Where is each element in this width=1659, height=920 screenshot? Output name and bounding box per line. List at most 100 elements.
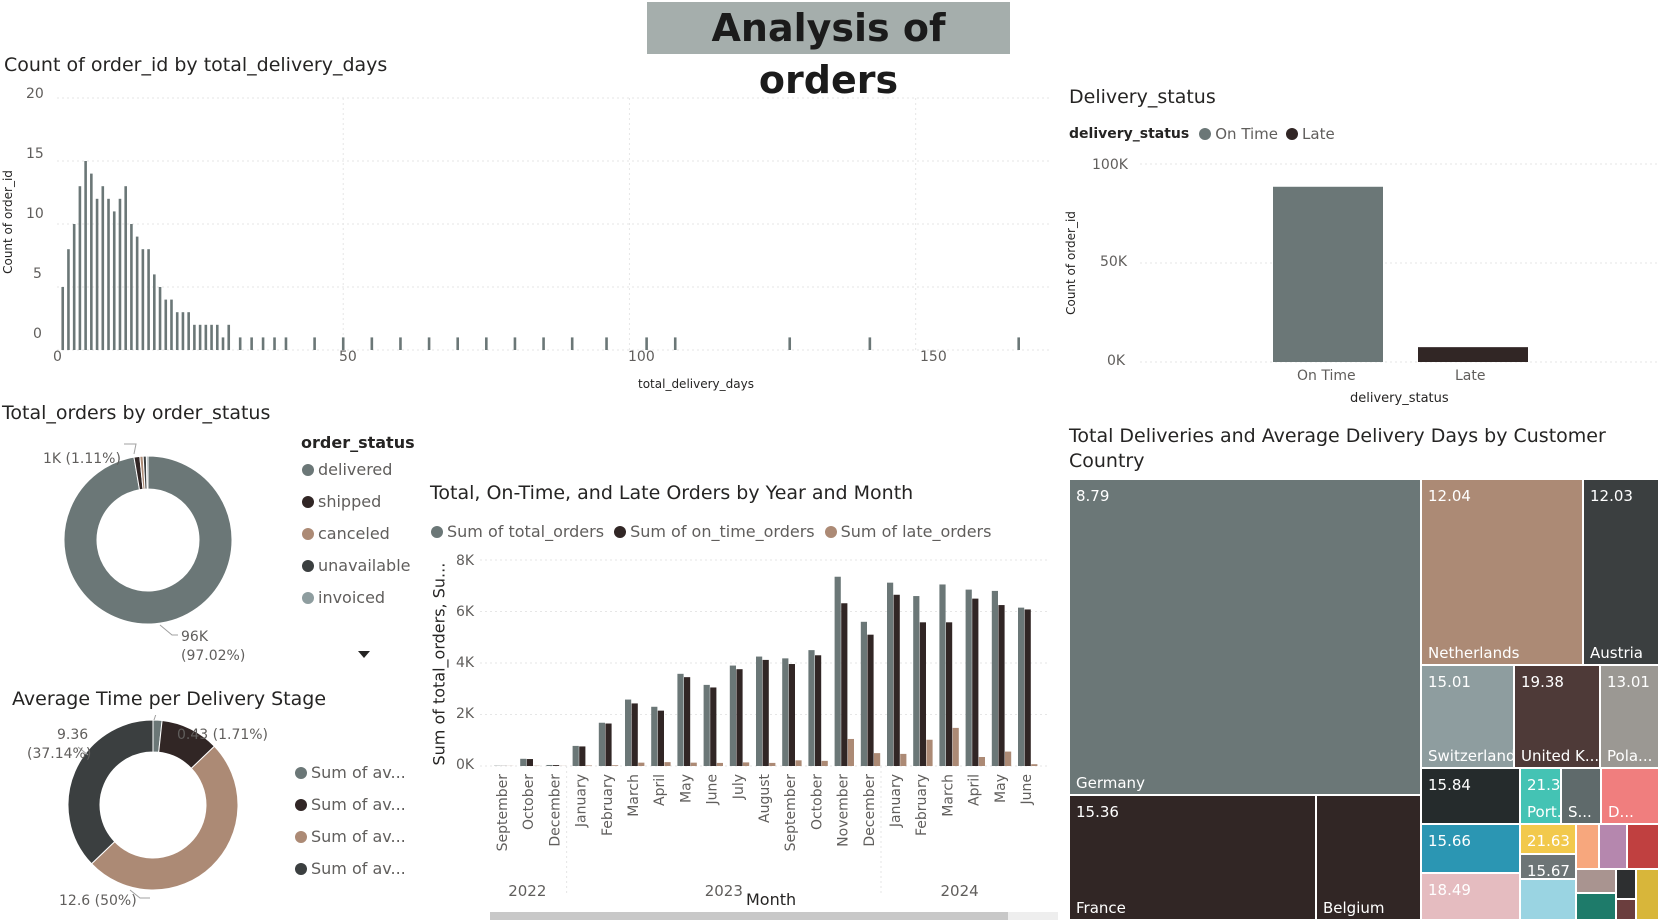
monthly-bar xyxy=(769,762,776,766)
monthly-ytick: 2K xyxy=(456,706,475,722)
legend-dot xyxy=(1286,128,1299,140)
monthly-scrollbar-thumb[interactable] xyxy=(490,912,1008,920)
monthly-bar xyxy=(553,765,560,766)
monthly-bar xyxy=(729,665,736,766)
status-legend-title: delivery_status xyxy=(1069,126,1190,142)
treemap-country: D... xyxy=(1608,803,1634,821)
treemap-tile[interactable]: Belgium xyxy=(1316,795,1421,920)
treemap-tile[interactable]: 19.38 United K... xyxy=(1514,665,1600,768)
hist-bar xyxy=(147,249,150,350)
hist-bar xyxy=(204,324,208,350)
treemap-tile[interactable] xyxy=(1576,893,1616,920)
hist-bar xyxy=(570,337,574,350)
treemap-tile[interactable] xyxy=(1599,824,1627,869)
treemap-tile[interactable] xyxy=(1616,899,1636,920)
treemap-value: 15.01 xyxy=(1428,673,1471,691)
status-ytick: 50K xyxy=(1100,254,1127,270)
monthly-year-label: 2023 xyxy=(705,882,743,900)
legend-dot xyxy=(302,463,314,476)
hist-bar xyxy=(513,337,517,350)
donut1-label-big-pct: (97.02%) xyxy=(181,648,246,664)
monthly-bar xyxy=(788,664,795,766)
treemap-tile[interactable]: 15.01 Switzerland xyxy=(1421,665,1514,768)
hist-bar xyxy=(101,186,105,350)
hist-ytick: 15 xyxy=(26,146,44,162)
monthly-xtick: September xyxy=(495,774,511,852)
monthly-bar xyxy=(736,669,743,766)
monthly-xtick: December xyxy=(547,774,563,847)
legend-dot xyxy=(302,591,314,604)
treemap-country: France xyxy=(1076,899,1126,917)
monthly-xtick: October xyxy=(809,774,825,830)
treemap-tile[interactable]: 12.03 Austria xyxy=(1583,479,1659,665)
monthly-bar xyxy=(1024,609,1031,766)
monthly-bar xyxy=(991,590,998,766)
monthly-ytick: 6K xyxy=(456,604,475,620)
hist-bar xyxy=(215,324,219,350)
hist-bar xyxy=(227,324,231,350)
monthly-bar xyxy=(625,699,632,766)
order-status-legend-item: canceled xyxy=(302,524,390,543)
hist-ytick: 10 xyxy=(26,206,44,222)
treemap-country: United K... xyxy=(1521,747,1599,765)
monthly-bar xyxy=(808,650,815,766)
hist-xlabel: total_delivery_days xyxy=(638,377,754,391)
monthly-scrollbar[interactable] xyxy=(490,912,1058,920)
hist-bar xyxy=(605,337,608,350)
treemap-tile[interactable]: 15.67 xyxy=(1520,854,1576,880)
order-status-legend-item: invoiced xyxy=(302,588,385,607)
monthly-bar xyxy=(1018,607,1025,766)
treemap-country: Port... xyxy=(1527,803,1560,821)
treemap-tile[interactable] xyxy=(1576,869,1616,893)
monthly-xtick: May xyxy=(993,774,1009,803)
monthly-xtick: April xyxy=(652,774,668,806)
treemap-tile[interactable] xyxy=(1520,879,1576,920)
treemap-value: 12.04 xyxy=(1428,487,1471,505)
treemap-tile[interactable] xyxy=(1636,869,1659,920)
treemap-tile[interactable]: 21.63 xyxy=(1520,824,1576,854)
hist-bar xyxy=(130,224,133,350)
treemap-tile[interactable]: 15.66 xyxy=(1421,824,1520,873)
monthly-xtick: March xyxy=(626,774,642,817)
monthly-bar xyxy=(756,656,763,766)
treemap-value: 21.63 xyxy=(1527,832,1570,850)
treemap-tile[interactable] xyxy=(1576,824,1599,869)
hist-bar xyxy=(273,337,276,350)
treemap-tile[interactable]: 18.49 xyxy=(1421,873,1520,920)
treemap-tile[interactable]: 21.33 Port... xyxy=(1520,768,1561,824)
treemap-tile[interactable]: S... xyxy=(1561,768,1601,824)
monthly-xtick: December xyxy=(862,774,878,847)
treemap-tile[interactable]: 13.01 Pola... xyxy=(1600,665,1659,768)
treemap-tile[interactable]: 12.04 Netherlands xyxy=(1421,479,1583,665)
treemap-tile[interactable]: D... xyxy=(1601,768,1659,824)
treemap-tile[interactable]: 8.79 Germany xyxy=(1069,479,1421,795)
hist-bar xyxy=(210,324,213,350)
legend-dot xyxy=(431,525,443,538)
treemap-country: Pola... xyxy=(1607,747,1653,765)
monthly-bar xyxy=(520,758,527,766)
monthly-bar xyxy=(887,582,894,766)
monthly-bar xyxy=(631,703,638,766)
treemap-tile[interactable] xyxy=(1616,869,1636,899)
monthly-bar xyxy=(605,723,612,766)
hist-bar xyxy=(90,173,93,350)
hist-bar xyxy=(141,249,145,350)
treemap-tile[interactable]: 15.84 xyxy=(1421,768,1520,824)
monthly-bar xyxy=(1005,751,1012,766)
monthly-bar xyxy=(867,634,874,766)
legend-dot xyxy=(295,766,307,779)
order-status-title: Total_orders by order_status xyxy=(2,402,271,424)
treemap-tile[interactable] xyxy=(1627,824,1659,869)
hist-bar xyxy=(193,324,196,350)
treemap-tile[interactable]: 15.36 France xyxy=(1069,795,1316,920)
monthly-bar xyxy=(913,596,920,766)
treemap-value: 21.33 xyxy=(1527,776,1560,794)
monthly-bar xyxy=(946,622,953,766)
legend-scroll-down-icon[interactable] xyxy=(358,651,370,658)
monthly-xtick: March xyxy=(940,774,956,817)
stage-donut xyxy=(67,715,239,899)
hist-bar xyxy=(1017,337,1020,350)
status-bar xyxy=(1273,186,1383,362)
treemap-country: Austria xyxy=(1590,644,1643,662)
stage-title: Average Time per Delivery Stage xyxy=(12,688,327,710)
